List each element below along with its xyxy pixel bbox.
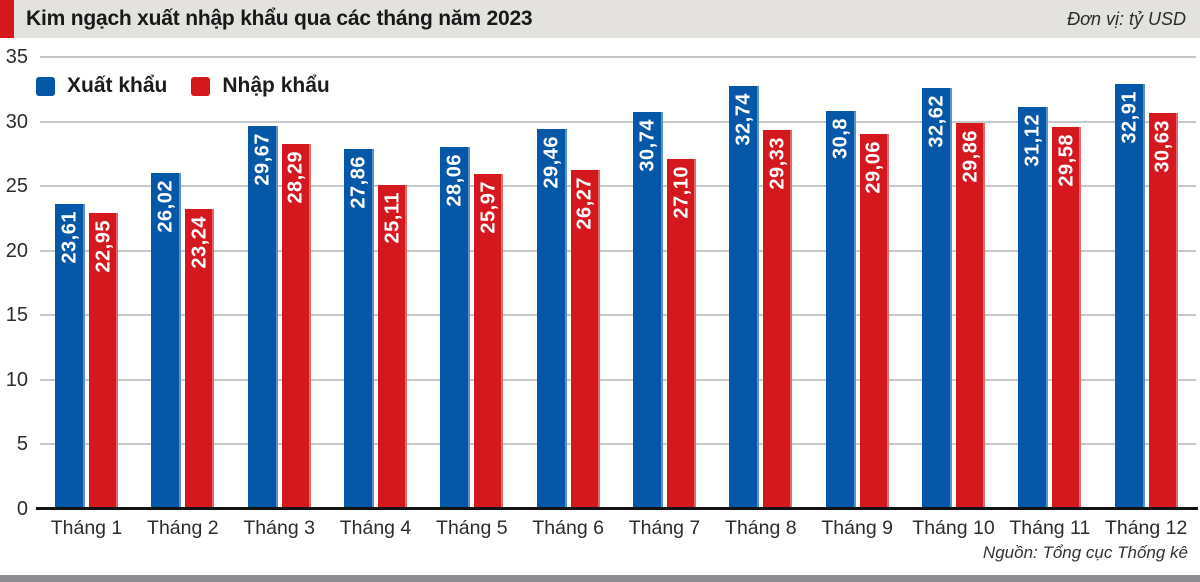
bar-value-label: 26,02: [154, 179, 177, 233]
x-tick-label-12: Tháng 12: [1104, 517, 1188, 539]
bar-value-label: 29,06: [862, 140, 885, 194]
footer-bar: [0, 575, 1200, 582]
bar-value-label: 28,06: [443, 153, 466, 207]
bar-import-month-11: 29,58: [1052, 127, 1082, 509]
bar-value-label: 27,10: [670, 166, 692, 219]
legend-label-import: Nhập khẩu: [222, 74, 330, 97]
x-tick-label-7: Tháng 7: [628, 517, 701, 539]
gridline-20: [40, 249, 1196, 252]
bar-value-label: 29,86: [959, 130, 981, 183]
bar-import-month-7: 27,10: [667, 159, 696, 509]
gridline-5: [40, 443, 1196, 446]
legend-swatch-export: [36, 76, 55, 96]
bar-value-label: 32,91: [1118, 91, 1141, 144]
bar-value-label: 29,67: [251, 132, 274, 186]
gridline-10: [40, 378, 1196, 381]
bar-export-month-2: 26,02: [151, 172, 182, 509]
y-tick-label-10: 10: [5, 368, 28, 391]
bar-import-month-10: 29,86: [956, 123, 985, 509]
legend-label-export: Xuất khẩu: [67, 74, 168, 97]
plot-area: 23,61 22,95 26,02 23,24 29,67 28,29 27,86 25,11…: [36, 56, 1198, 510]
bar-value-label: 25,97: [477, 180, 500, 234]
page-title: Kim ngạch xuất nhập khẩu qua các tháng n…: [26, 7, 533, 30]
y-tick-label-0: 0: [16, 498, 28, 520]
bar-export-month-9: 30,8: [825, 111, 856, 509]
bar-export-month-8: 32,74: [729, 86, 760, 509]
bar-value-label: 30,74: [636, 119, 659, 172]
bar-value-label: 29,46: [540, 135, 563, 189]
y-axis: 0 5 10 15 20 25 30 35: [0, 47, 31, 519]
bar-import-month-9: 29,06: [859, 133, 889, 509]
x-tick-label-4: Tháng 4: [339, 517, 412, 539]
x-tick-label-1: Tháng 1: [50, 517, 123, 539]
x-tick-label-5: Tháng 5: [436, 517, 508, 539]
gridline-30: [40, 120, 1196, 123]
x-axis: Tháng 1 Tháng 2 Tháng 3 Tháng 4 Tháng 5 Tháng…: [40, 517, 1196, 543]
bar-export-month-6: 29,46: [536, 128, 567, 509]
bar-value-label: 25,11: [381, 191, 403, 244]
x-tick-label-3: Tháng 3: [243, 517, 315, 539]
bar-value-label: 30,63: [1151, 120, 1174, 173]
x-tick-label-9: Tháng 9: [821, 517, 893, 539]
bar-value-label: 29,58: [1055, 134, 1078, 187]
bar-export-month-12: 32,91: [1114, 84, 1145, 509]
bar-value-label: 23,24: [188, 215, 211, 269]
bar-value-label: 30,8: [829, 118, 852, 160]
x-tick-label-6: Tháng 6: [532, 517, 604, 539]
bar-value-label: 32,62: [925, 94, 948, 148]
y-tick-label-15: 15: [5, 304, 28, 327]
bar-value-label: 23,61: [58, 211, 81, 264]
bar-value-label: 29,33: [766, 137, 789, 190]
bar-import-month-2: 23,24: [185, 208, 215, 509]
red-accent-bar: [0, 0, 14, 38]
y-tick-label-35: 35: [5, 46, 28, 68]
bar-value-label: 26,27: [573, 176, 596, 230]
x-tick-label-10: Tháng 10: [912, 517, 995, 539]
y-tick-label-30: 30: [5, 110, 28, 133]
bar-export-month-11: 31,12: [1018, 107, 1049, 509]
bar-export-month-7: 30,74: [633, 112, 663, 509]
x-tick-label-2: Tháng 2: [147, 517, 219, 539]
legend-swatch-import: [191, 76, 211, 96]
bar-export-month-3: 29,67: [247, 125, 278, 509]
y-tick-label-5: 5: [16, 433, 28, 456]
gridline-15: [40, 314, 1196, 317]
bar-export-month-1: 23,61: [55, 204, 85, 509]
bar-value-label: 28,29: [284, 150, 307, 204]
gridline-25: [40, 185, 1196, 188]
x-tick-label-11: Tháng 11: [1009, 517, 1091, 539]
bar-value-label: 31,12: [1021, 114, 1044, 167]
x-axis-baseline: [36, 507, 1198, 510]
bar-import-month-5: 25,97: [474, 173, 504, 509]
bar-import-month-8: 29,33: [763, 130, 793, 509]
bar-value-label: 32,74: [732, 93, 755, 146]
legend: Xuất khẩu Nhập khẩu: [36, 74, 354, 98]
source-note: Nguồn: Tổng cục Thống kê: [982, 543, 1188, 562]
chart-header: Kim ngạch xuất nhập khẩu qua các tháng n…: [0, 0, 1200, 38]
bar-import-month-3: 28,29: [281, 143, 311, 509]
bar-import-month-12: 30,63: [1148, 113, 1178, 509]
y-tick-label-25: 25: [5, 175, 28, 198]
x-tick-label-8: Tháng 8: [725, 517, 797, 539]
y-tick-label-20: 20: [5, 239, 28, 262]
bar-value-label: 22,95: [92, 219, 114, 273]
legend-item-import: Nhập khẩu: [191, 74, 330, 98]
legend-item-export: Xuất khẩu: [36, 74, 167, 98]
bar-import-month-4: 25,11: [378, 184, 407, 509]
bar-import-month-1: 22,95: [89, 212, 118, 509]
bar-export-month-10: 32,62: [922, 87, 952, 509]
gridline-35: [40, 56, 1196, 58]
bar-import-month-6: 26,27: [570, 169, 600, 509]
bar-export-month-4: 27,86: [344, 149, 374, 509]
bar-value-label: 27,86: [347, 156, 370, 209]
unit-label: Đơn vị: tỷ USD: [1067, 8, 1186, 29]
bar-export-month-5: 28,06: [440, 146, 471, 509]
